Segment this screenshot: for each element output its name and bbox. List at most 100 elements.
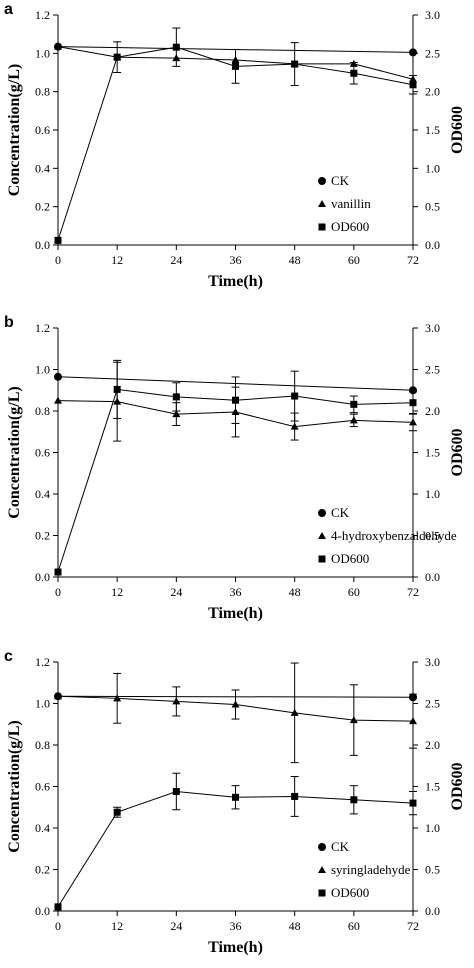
data-point bbox=[290, 422, 299, 430]
data-point bbox=[172, 43, 180, 51]
data-point bbox=[291, 392, 299, 400]
data-point bbox=[172, 393, 180, 401]
legend-item: OD600 bbox=[318, 551, 369, 566]
y2-tick-label: 3.0 bbox=[425, 321, 440, 335]
legend-label: OD600 bbox=[331, 219, 369, 234]
data-point bbox=[113, 53, 121, 61]
legend-label: CK bbox=[331, 505, 350, 520]
y2-tick-label: 0.5 bbox=[425, 200, 440, 214]
legend-marker bbox=[318, 843, 326, 851]
data-point bbox=[113, 694, 122, 702]
x-tick-label: 36 bbox=[230, 585, 242, 599]
data-point bbox=[113, 808, 121, 816]
legend-marker bbox=[318, 555, 326, 563]
series-OD600 bbox=[54, 359, 417, 576]
y-tick-label: 0.2 bbox=[35, 200, 50, 214]
y2-tick-label: 0.5 bbox=[425, 529, 440, 543]
legend-marker bbox=[318, 177, 326, 185]
y-axis-title: Concentration(g/L) bbox=[6, 64, 23, 196]
y2-tick-label: 2.0 bbox=[425, 738, 440, 752]
legend-marker bbox=[318, 200, 326, 207]
y2-axis-title: OD600 bbox=[449, 106, 466, 154]
legend-item: vanillin bbox=[318, 196, 371, 211]
legend-marker bbox=[318, 889, 326, 897]
data-point bbox=[172, 787, 180, 795]
data-point bbox=[350, 796, 358, 804]
y2-tick-label: 1.0 bbox=[425, 821, 440, 835]
y-tick-label: 1.2 bbox=[35, 321, 50, 335]
data-point bbox=[349, 416, 358, 424]
y2-axis-title: OD600 bbox=[449, 763, 466, 811]
y-tick-label: 0.6 bbox=[35, 123, 50, 137]
legend-label: CK bbox=[331, 839, 350, 854]
x-tick-label: 72 bbox=[407, 585, 419, 599]
y2-tick-label: 1.5 bbox=[425, 123, 440, 137]
data-point bbox=[54, 42, 62, 50]
y-tick-label: 1.0 bbox=[35, 46, 50, 60]
data-point bbox=[54, 692, 62, 700]
legend-label: vanillin bbox=[331, 196, 371, 211]
data-point bbox=[409, 717, 417, 725]
panel-label: a bbox=[4, 1, 13, 18]
data-point bbox=[291, 792, 299, 800]
legend-item: OD600 bbox=[318, 885, 369, 900]
data-point bbox=[409, 81, 417, 89]
x-tick-label: 60 bbox=[348, 585, 360, 599]
y-tick-label: 0.8 bbox=[35, 738, 50, 752]
y-tick-label: 0.2 bbox=[35, 863, 50, 877]
panel-label: b bbox=[4, 314, 14, 331]
data-point bbox=[409, 48, 417, 57]
legend-item: CK bbox=[318, 839, 350, 854]
legend-item: syringladehyde bbox=[318, 862, 411, 877]
y2-tick-label: 2.0 bbox=[425, 404, 440, 418]
legend-marker bbox=[318, 532, 326, 539]
legend-label: 4-hydroxybenzaldehyde bbox=[331, 528, 457, 543]
data-point bbox=[172, 410, 181, 418]
data-point bbox=[409, 418, 417, 426]
x-tick-label: 24 bbox=[170, 585, 182, 599]
panel-a: a 0.0 0.2 0.4 0.6 0.8 1.0 1.2 0.0 0.5 1.0 1.5 2.0 2.5… bbox=[4, 1, 466, 290]
data-point bbox=[350, 69, 358, 77]
y2-tick-label: 0.0 bbox=[425, 570, 440, 584]
data-point bbox=[232, 793, 239, 801]
data-point bbox=[54, 396, 62, 404]
y-tick-label: 0.6 bbox=[35, 780, 50, 794]
y2-tick-label: 3.0 bbox=[425, 655, 440, 669]
data-point bbox=[409, 799, 417, 807]
y2-tick-label: 2.5 bbox=[425, 363, 440, 377]
data-point bbox=[172, 697, 181, 705]
series-OD600 bbox=[54, 772, 417, 911]
y-tick-label: 0.8 bbox=[35, 404, 50, 418]
legend-label: OD600 bbox=[331, 885, 369, 900]
y-axis-title: Concentration(g/L) bbox=[6, 386, 23, 518]
y-tick-label: 0.0 bbox=[35, 904, 50, 918]
x-tick-label: 0 bbox=[55, 919, 61, 933]
x-tick-label: 72 bbox=[407, 253, 419, 267]
y2-tick-label: 1.5 bbox=[425, 446, 440, 460]
legend-marker bbox=[318, 866, 326, 873]
data-point bbox=[54, 568, 62, 576]
x-tick-label: 60 bbox=[348, 919, 360, 933]
x-axis-title: Time(h) bbox=[208, 939, 263, 956]
y-tick-label: 1.0 bbox=[35, 697, 50, 711]
y2-tick-label: 2.5 bbox=[425, 697, 440, 711]
legend-marker bbox=[318, 223, 326, 231]
legend-item: 4-hydroxybenzaldehyde bbox=[318, 528, 457, 543]
x-tick-label: 0 bbox=[55, 585, 61, 599]
data-point bbox=[113, 385, 121, 393]
data-point bbox=[409, 399, 417, 407]
data-point bbox=[291, 60, 299, 68]
x-axis-title: Time(h) bbox=[208, 605, 263, 622]
panel-label: c bbox=[4, 648, 13, 665]
data-point bbox=[290, 708, 299, 716]
data-point bbox=[350, 400, 358, 408]
y-tick-label: 0.6 bbox=[35, 446, 50, 460]
legend-item: CK bbox=[318, 505, 350, 520]
x-tick-label: 60 bbox=[348, 253, 360, 267]
y2-tick-label: 2.0 bbox=[425, 85, 440, 99]
y-tick-label: 0.0 bbox=[35, 570, 50, 584]
data-point bbox=[54, 372, 62, 381]
x-tick-label: 48 bbox=[289, 253, 301, 267]
y2-tick-label: 2.5 bbox=[425, 46, 440, 60]
panel-b: b 0.0 0.2 0.4 0.6 0.8 1.0 1.2 0.0 0.5 1.0 1.5 2.0 2.5… bbox=[4, 314, 466, 622]
